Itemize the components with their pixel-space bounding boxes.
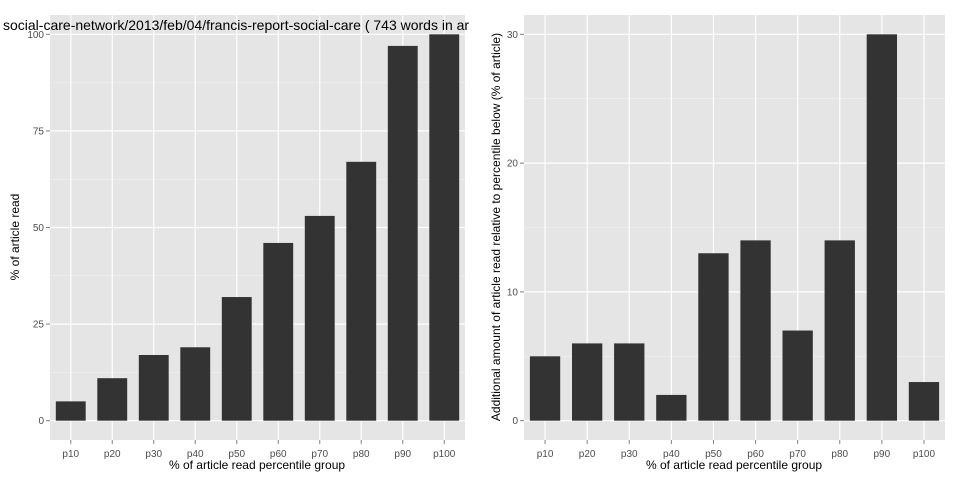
x-tick-label: p40 [663,449,680,460]
bar-p80 [824,240,855,421]
y-tick-label: 100 [27,30,44,41]
chart-panel-1: 0 25 50 75 100 p10 p20 p30 p40 p50 p60 p70 p80 p90 p10… [3,15,469,472]
x-tick-label: p90 [874,449,891,460]
bar-p30 [138,355,169,421]
chart-title: social-care-network/2013/feb/04/francis-… [3,17,469,33]
x-axis-label: % of article read percentile group [646,458,822,472]
chart-panel-2: 0 10 20 30 p10 p20 p30 p40 p50 p60 p70 p80 p90 p100 % … [489,15,945,472]
y-tick-label: 10 [507,287,519,298]
bar-p10 [55,401,86,421]
x-tick-label: p10 [537,449,554,460]
y-tick-label: 50 [33,223,45,234]
x-axis-label: % of article read percentile group [169,458,345,472]
x-tick-label: p80 [831,449,848,460]
x-tick-label: p90 [394,449,411,460]
bar-p60 [263,242,294,421]
y-tick-label: 30 [507,30,519,41]
x-tick-label: p100 [913,449,936,460]
bar-p80 [346,161,377,421]
x-tick-label: p60 [270,449,287,460]
y-axis-label: Additional amount of article read relati… [489,33,503,421]
x-tick-label: p70 [789,449,806,460]
x-tick-label: p40 [187,449,204,460]
bar-p40 [656,394,687,421]
bar-p90 [387,45,418,421]
bar-p100 [429,34,460,421]
x-tick-label: p30 [145,449,162,460]
x-tick-label: p20 [579,449,596,460]
x-tick-label: p50 [228,449,245,460]
x-tick-label: p30 [621,449,638,460]
bar-p20 [571,343,603,421]
bar-p30 [614,343,645,421]
x-tick-label: p50 [705,449,722,460]
bar-p60 [740,240,771,421]
x-tick-label: p10 [62,449,79,460]
bar-p100 [908,382,940,421]
bar-p70 [304,215,335,421]
bar-p10 [529,356,561,421]
x-tick-label: p70 [311,449,328,460]
y-tick-label: 75 [33,126,45,137]
x-tick-label: p100 [433,449,456,460]
bar-p50 [698,253,729,421]
y-tick-label: 0 [38,416,44,427]
y-tick-label: 25 [33,320,45,331]
x-tick-label: p80 [353,449,370,460]
bar-p40 [180,347,211,421]
bar-p20 [97,378,128,421]
bar-p50 [221,297,252,421]
y-tick-label: 0 [512,416,518,427]
x-tick-label: p60 [747,449,764,460]
bar-p70 [782,330,813,421]
y-tick-label: 20 [507,159,519,170]
x-tick-label: p20 [104,449,121,460]
bar-p90 [866,34,898,421]
y-axis-label: % of article read [8,194,22,281]
